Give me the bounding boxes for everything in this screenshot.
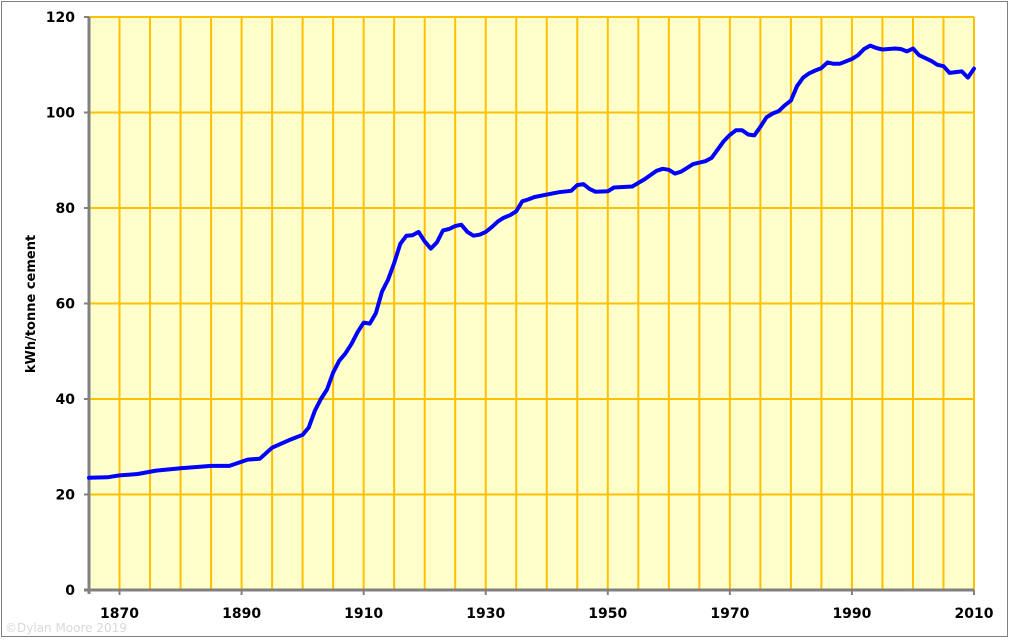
- x-tick-label: 1970: [710, 606, 749, 622]
- x-tick-label: 1890: [222, 606, 261, 622]
- y-axis-label: kWh/tonne cement: [24, 235, 39, 373]
- x-tick-label: 2010: [955, 606, 994, 622]
- x-tick-label: 1990: [832, 606, 871, 622]
- y-tick-label: 60: [56, 297, 76, 313]
- y-tick-label: 0: [65, 583, 75, 599]
- series-line: [87, 43, 976, 480]
- y-tick-label: 40: [56, 392, 76, 408]
- credit-watermark: ©Dylan Moore 2019: [5, 621, 127, 635]
- y-tick-label: 80: [56, 201, 76, 217]
- x-tick-label: 1950: [588, 606, 627, 622]
- y-tick-label: 100: [46, 106, 75, 122]
- x-tick-label: 1910: [344, 606, 383, 622]
- axes: [84, 16, 975, 595]
- y-tick-label: 20: [56, 488, 76, 504]
- grid: [89, 16, 975, 590]
- y-tick-label: 120: [46, 10, 75, 26]
- tick-labels: 0 20 40 60 80 100 120 1870 1890 1910 1930 1950 1970 1…: [46, 10, 994, 622]
- x-tick-label: 1930: [466, 606, 505, 622]
- x-tick-label: 1870: [100, 606, 139, 622]
